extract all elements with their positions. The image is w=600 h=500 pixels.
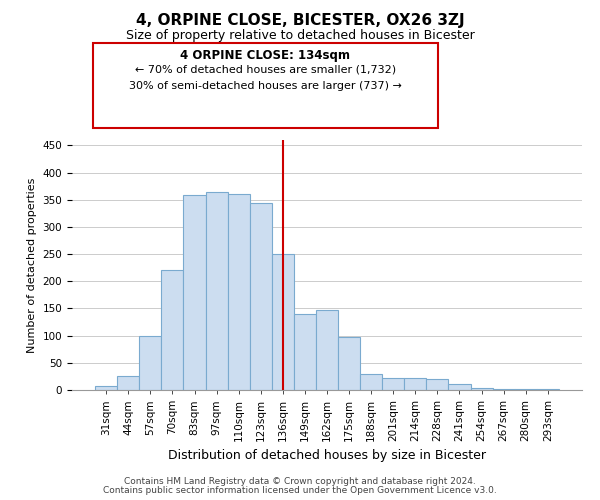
X-axis label: Distribution of detached houses by size in Bicester: Distribution of detached houses by size … xyxy=(168,450,486,462)
Bar xyxy=(184,196,206,390)
Text: Contains public sector information licensed under the Open Government Licence v3: Contains public sector information licen… xyxy=(103,486,497,495)
Bar xyxy=(227,194,250,390)
Text: Contains HM Land Registry data © Crown copyright and database right 2024.: Contains HM Land Registry data © Crown c… xyxy=(124,477,476,486)
Bar xyxy=(360,374,382,390)
Y-axis label: Number of detached properties: Number of detached properties xyxy=(27,178,37,352)
Bar xyxy=(316,310,338,390)
Bar xyxy=(470,388,493,390)
Bar xyxy=(95,386,117,390)
Text: Size of property relative to detached houses in Bicester: Size of property relative to detached ho… xyxy=(125,29,475,42)
Bar xyxy=(404,378,427,390)
Bar xyxy=(250,202,272,390)
Bar xyxy=(294,314,316,390)
Bar xyxy=(117,376,139,390)
Bar xyxy=(382,378,404,390)
Bar xyxy=(515,389,537,390)
Bar xyxy=(448,384,470,390)
Text: 4, ORPINE CLOSE, BICESTER, OX26 3ZJ: 4, ORPINE CLOSE, BICESTER, OX26 3ZJ xyxy=(136,12,464,28)
Bar xyxy=(338,338,360,390)
Bar xyxy=(272,254,294,390)
Bar xyxy=(427,379,448,390)
Bar xyxy=(139,336,161,390)
Bar xyxy=(206,192,227,390)
Text: 4 ORPINE CLOSE: 134sqm: 4 ORPINE CLOSE: 134sqm xyxy=(181,48,350,62)
Text: 30% of semi-detached houses are larger (737) →: 30% of semi-detached houses are larger (… xyxy=(129,82,402,92)
Text: ← 70% of detached houses are smaller (1,732): ← 70% of detached houses are smaller (1,… xyxy=(135,65,396,75)
Bar xyxy=(493,389,515,390)
Bar xyxy=(161,270,184,390)
